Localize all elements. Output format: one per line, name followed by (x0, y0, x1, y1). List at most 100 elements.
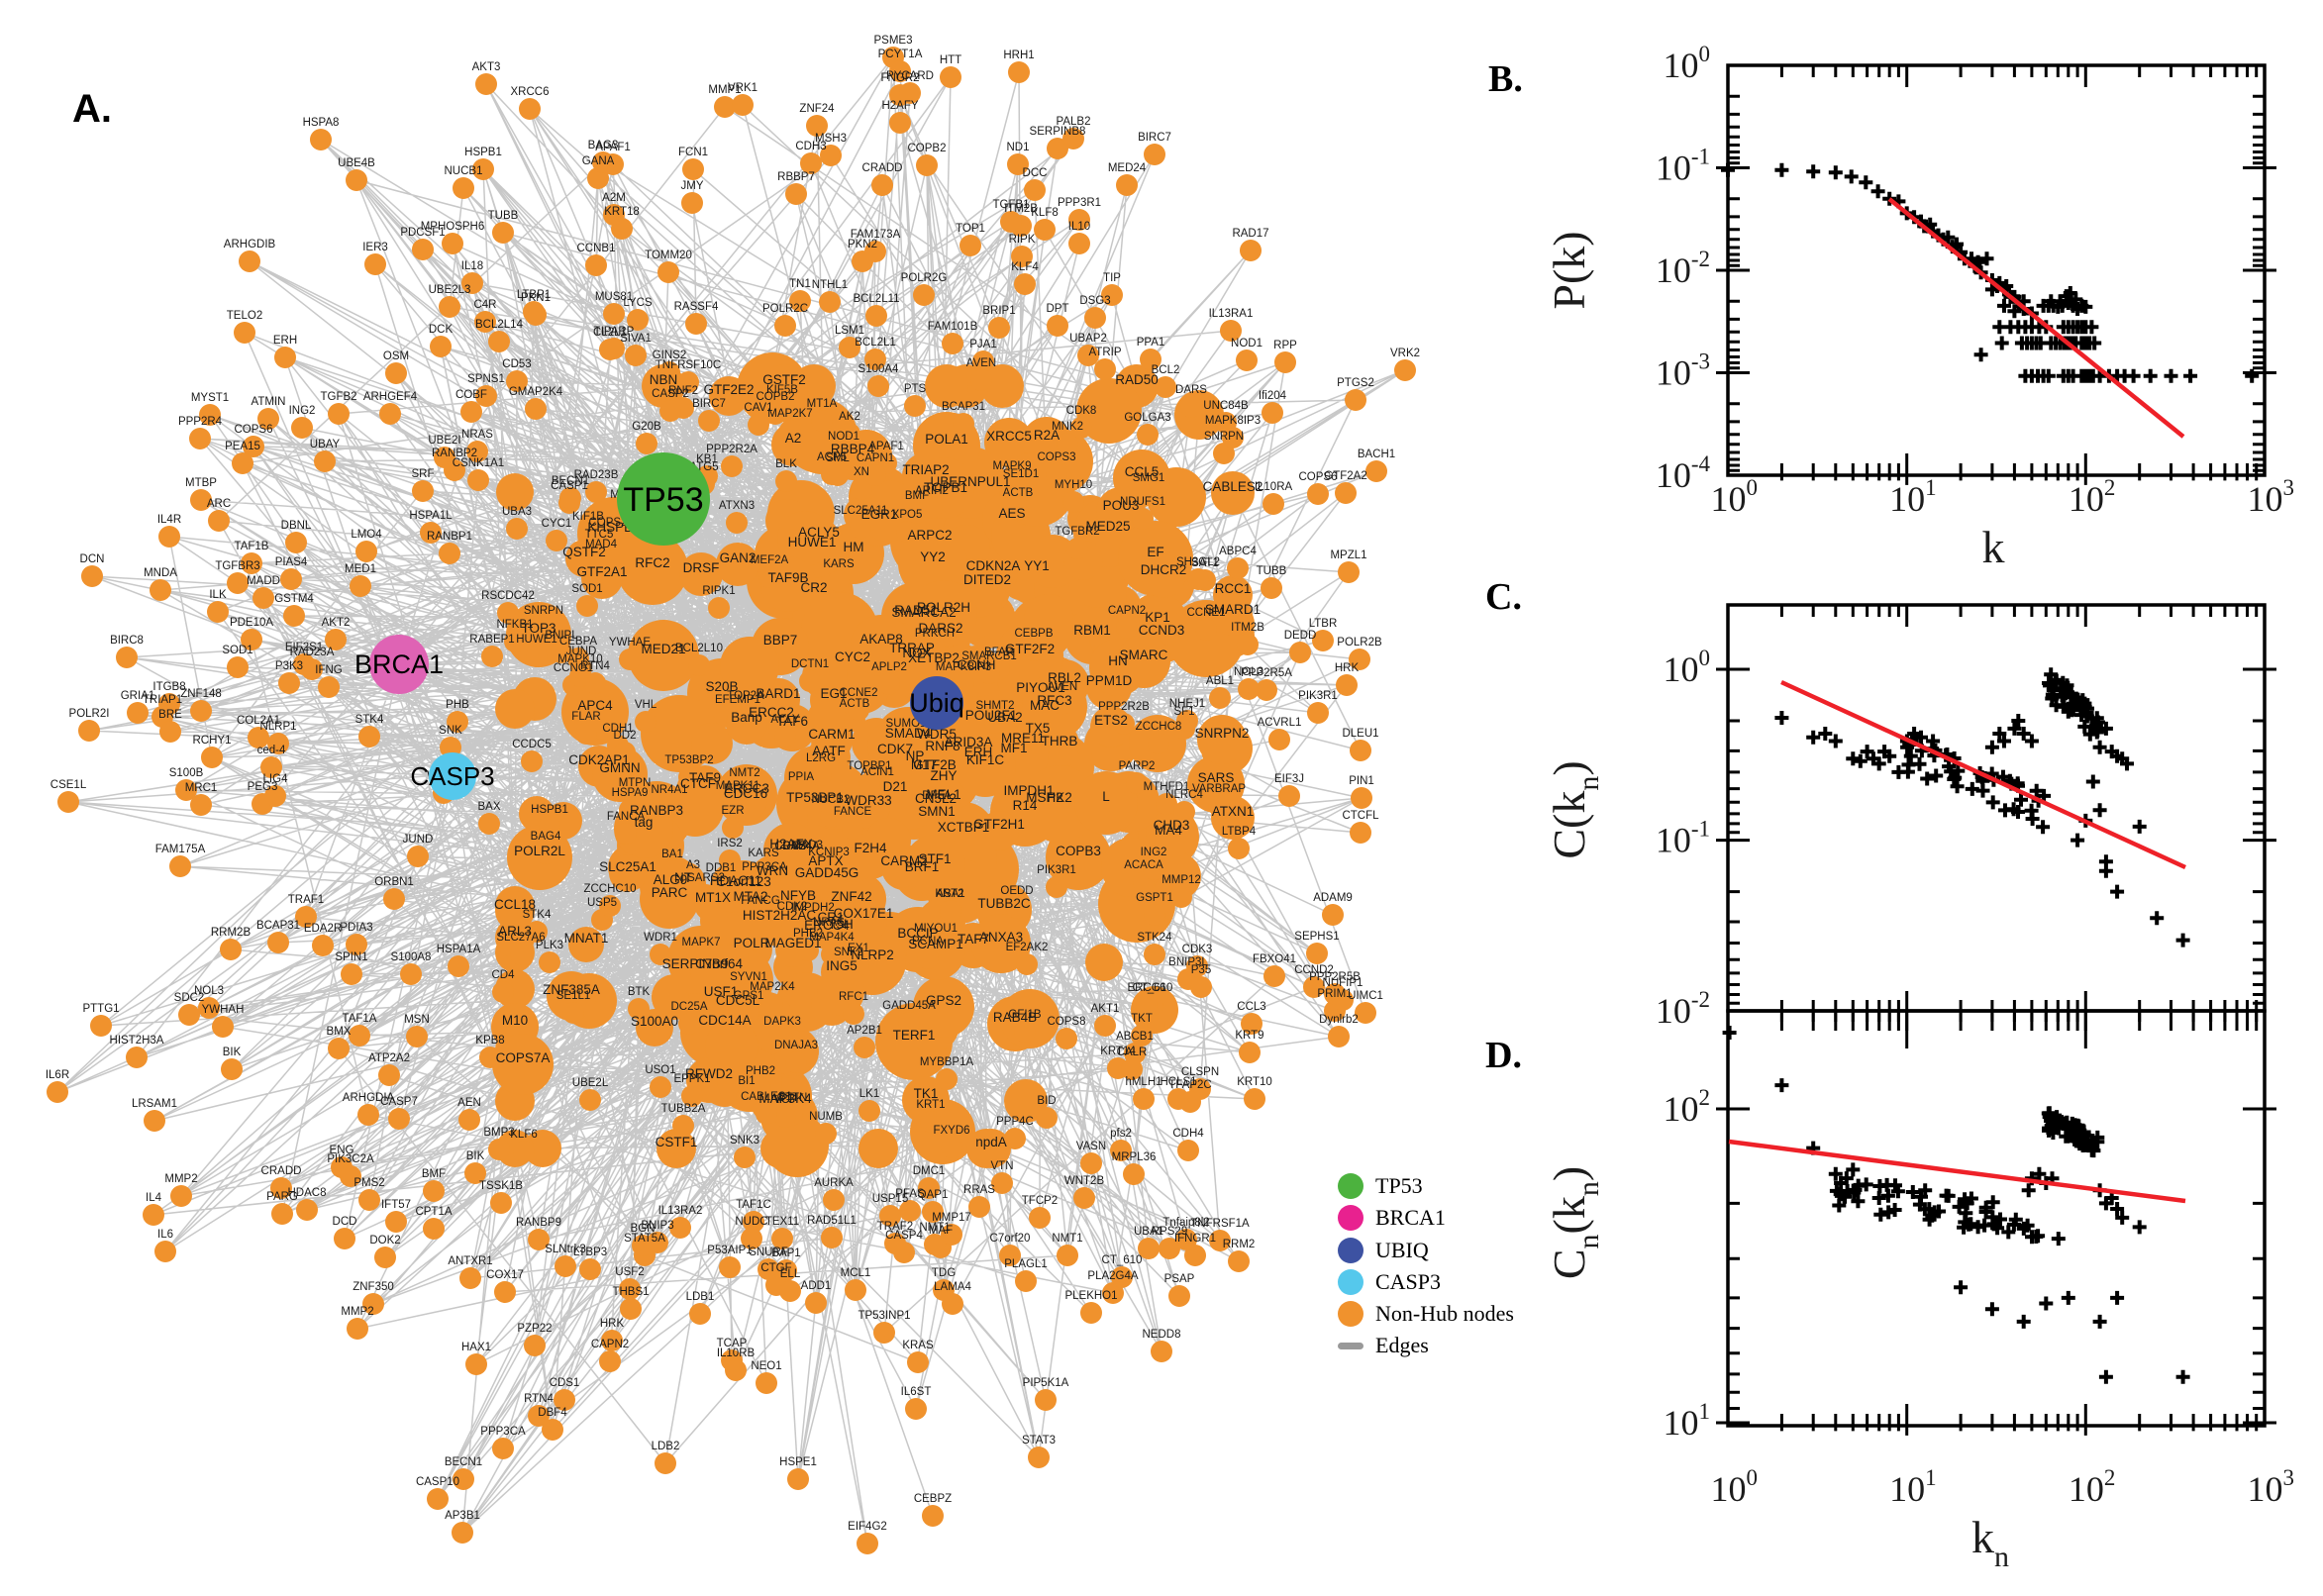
svg-text:WDR1: WDR1 (644, 932, 677, 944)
svg-text:CCND2: CCND2 (1294, 964, 1334, 976)
svg-text:S20B: S20B (705, 679, 738, 694)
svg-text:KP1: KP1 (1145, 610, 1170, 625)
svg-text:PPP2R4: PPP2R4 (178, 416, 223, 428)
svg-text:SF1: SF1 (1173, 706, 1194, 718)
svg-text:NFYB: NFYB (780, 888, 816, 903)
svg-text:RANBP9: RANBP9 (516, 1217, 561, 1229)
svg-text:WRN: WRN (757, 863, 788, 878)
svg-text:Ifi204: Ifi204 (1259, 390, 1287, 402)
svg-text:PHB2: PHB2 (746, 1065, 775, 1077)
svg-text:ABCB1: ABCB1 (1116, 1031, 1154, 1043)
svg-text:FCN1: FCN1 (678, 147, 708, 158)
svg-text:MAGED1: MAGED1 (764, 936, 821, 950)
svg-text:HIST2H2AC: HIST2H2AC (743, 908, 817, 923)
svg-text:STK24: STK24 (1137, 932, 1172, 944)
svg-text:BTK: BTK (628, 986, 651, 998)
svg-text:AVEN: AVEN (966, 357, 996, 369)
svg-text:HDAC11: HDAC11 (710, 873, 761, 888)
svg-text:DLEU1: DLEU1 (1342, 728, 1378, 740)
svg-text:HUWE1: HUWE1 (788, 535, 837, 549)
svg-text:SEPHS1: SEPHS1 (1294, 931, 1339, 943)
svg-text:HTT: HTT (940, 54, 961, 66)
svg-text:BIK: BIK (223, 1047, 242, 1058)
svg-text:RAD51L1: RAD51L1 (807, 1215, 857, 1227)
svg-text:NDUFS1: NDUFS1 (1120, 496, 1165, 508)
svg-text:MIYOU1: MIYOU1 (914, 923, 958, 935)
svg-text:TCAP: TCAP (717, 1338, 748, 1349)
svg-text:MAP4K4: MAP4K4 (809, 932, 855, 944)
svg-text:ACTB: ACTB (840, 698, 870, 710)
svg-text:AKT3: AKT3 (472, 61, 501, 73)
svg-text:TUBB2C: TUBB2C (977, 896, 1031, 911)
svg-text:RANBP3: RANBP3 (630, 803, 683, 818)
svg-text:NBN: NBN (650, 372, 678, 387)
svg-text:CASP3: CASP3 (1375, 1269, 1441, 1294)
svg-text:APC4: APC4 (577, 698, 613, 713)
svg-text:POLA1: POLA1 (925, 432, 968, 447)
svg-text:CASP10: CASP10 (416, 1476, 459, 1488)
svg-text:PPP2R2B: PPP2R2B (1098, 701, 1150, 713)
svg-text:PK2: PK2 (1047, 790, 1072, 805)
svg-text:MED25: MED25 (1085, 519, 1130, 534)
svg-text:PDCSF1: PDCSF1 (400, 227, 445, 239)
svg-text:ZNF350: ZNF350 (353, 1281, 394, 1293)
svg-text:PARP2: PARP2 (1119, 760, 1156, 772)
svg-text:COPS6: COPS6 (235, 424, 273, 436)
svg-text:BRCA1: BRCA1 (1375, 1205, 1446, 1230)
svg-text:MAPK7: MAPK7 (682, 937, 721, 948)
svg-text:ARHGDIB: ARHGDIB (224, 239, 276, 250)
svg-text:ERCC6: ERCC6 (1128, 982, 1166, 994)
svg-text:ATP2A2: ATP2A2 (368, 1052, 410, 1064)
svg-text:MMP1: MMP1 (708, 84, 741, 96)
svg-text:MNK2: MNK2 (1052, 421, 1083, 433)
svg-text:CDH4: CDH4 (1172, 1128, 1204, 1140)
svg-text:MSH3: MSH3 (815, 133, 847, 145)
svg-text:USP5: USP5 (587, 897, 617, 909)
svg-text:SHMT2: SHMT2 (976, 700, 1015, 712)
svg-text:POU2F1: POU2F1 (965, 708, 1018, 723)
svg-text:SE1L1: SE1L1 (556, 990, 591, 1002)
svg-text:TELO2: TELO2 (227, 310, 262, 322)
svg-text:PTTG1: PTTG1 (82, 1003, 119, 1015)
svg-text:TDG: TDG (932, 1267, 956, 1279)
svg-text:CTCF: CTCF (680, 776, 716, 791)
svg-text:HSPB1: HSPB1 (464, 147, 502, 158)
svg-text:PIN1: PIN1 (1349, 775, 1374, 787)
svg-text:CASP7: CASP7 (380, 1096, 418, 1108)
svg-text:SRF: SRF (412, 468, 435, 480)
svg-text:STK4: STK4 (523, 909, 552, 921)
svg-text:TGFBR2: TGFBR2 (1055, 526, 1099, 538)
svg-text:USP15: USP15 (872, 1193, 908, 1205)
svg-text:COPB2: COPB2 (757, 391, 795, 403)
svg-text:M17: M17 (911, 757, 937, 772)
svg-text:MCL1: MCL1 (841, 1267, 871, 1279)
svg-text:MEF2A: MEF2A (751, 554, 789, 566)
svg-text:TAF9: TAF9 (689, 770, 721, 785)
svg-text:TIPARP: TIPARP (594, 326, 635, 338)
svg-text:LTBP3: LTBP3 (573, 1247, 607, 1258)
svg-text:PSAP: PSAP (1164, 1273, 1195, 1285)
svg-text:CCNE1: CCNE1 (1187, 607, 1226, 619)
svg-text:COPB2: COPB2 (908, 143, 947, 154)
svg-text:APAF1: APAF1 (595, 142, 631, 153)
svg-text:WDR5: WDR5 (917, 727, 957, 742)
svg-text:G20B: G20B (632, 421, 661, 433)
svg-text:NOD1: NOD1 (1231, 338, 1262, 349)
svg-text:BIRC7: BIRC7 (692, 398, 726, 410)
svg-text:PDIA3: PDIA3 (340, 922, 372, 934)
svg-text:SLC25A11: SLC25A11 (834, 505, 888, 517)
svg-text:COPS3: COPS3 (1038, 451, 1076, 463)
svg-text:COPS8: COPS8 (1048, 1016, 1086, 1028)
svg-text:IRS2: IRS2 (717, 838, 743, 849)
svg-text:MPHOSPH6: MPHOSPH6 (421, 221, 485, 233)
svg-text:EIF4G2: EIF4G2 (848, 1521, 887, 1533)
svg-text:CTTN: CTTN (777, 1092, 808, 1104)
svg-text:ZNF385A: ZNF385A (543, 982, 600, 997)
svg-text:BMF: BMF (422, 1168, 446, 1180)
svg-text:BCCIP: BCCIP (897, 926, 938, 941)
svg-text:ORBN1: ORBN1 (374, 876, 414, 888)
svg-text:D.: D. (1485, 1035, 1522, 1076)
svg-text:RBL2: RBL2 (1048, 670, 1081, 685)
svg-text:GFI1B: GFI1B (1008, 1009, 1042, 1021)
svg-text:EFEMP1: EFEMP1 (715, 694, 760, 706)
